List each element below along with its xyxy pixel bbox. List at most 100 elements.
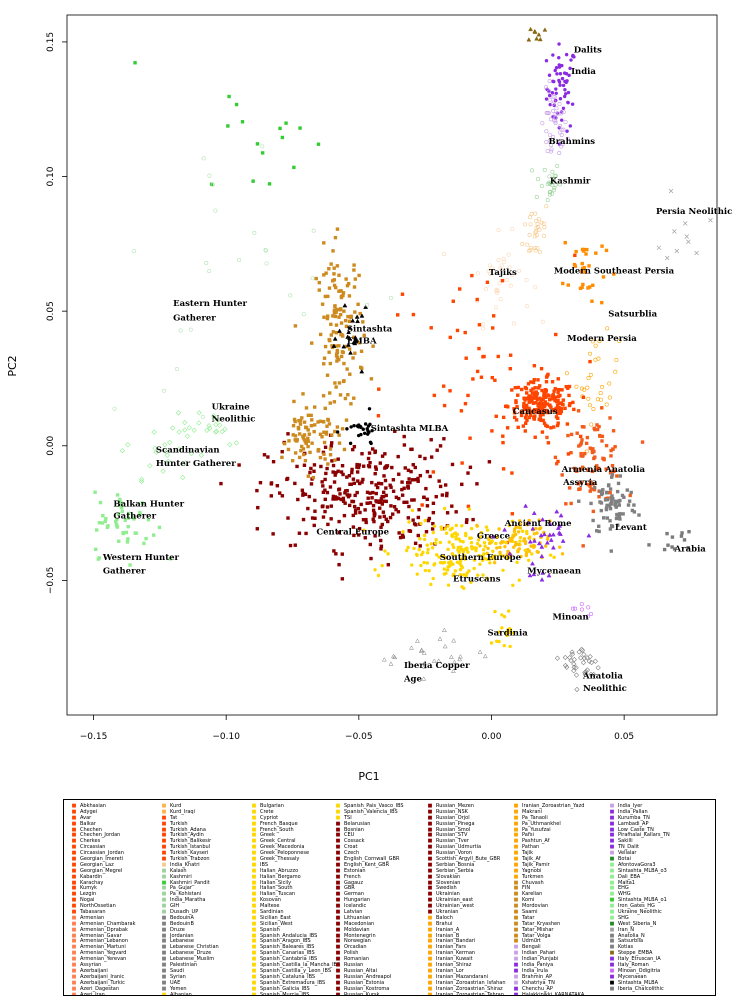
legend-label: Spanish_Cataluna_IBS — [260, 973, 316, 980]
legend-symbol: ■ — [427, 891, 433, 898]
cluster-label: Levant — [615, 523, 647, 533]
data-point — [514, 525, 518, 529]
data-point — [325, 314, 330, 318]
cluster-label: EMBA — [347, 336, 377, 346]
data-point — [320, 480, 324, 484]
legend-item: ■ Scottish_Argyll_Bute_GBR — [426, 856, 506, 863]
legend-item: ■ Pa_Yusufzai — [512, 827, 584, 834]
data-point — [616, 481, 621, 486]
data-point — [434, 494, 438, 499]
legend-symbol: ■ — [251, 938, 257, 945]
legend-symbol: ■ — [71, 850, 77, 857]
data-point — [481, 548, 486, 552]
data-point — [446, 565, 450, 569]
data-point — [483, 544, 487, 548]
legend-label: Brahui — [436, 920, 453, 927]
data-point — [345, 475, 349, 479]
legend-item: ■ Bulgarian — [250, 803, 340, 810]
data-point — [487, 557, 492, 561]
data-point — [556, 388, 561, 392]
data-point — [476, 538, 481, 542]
data-point — [544, 423, 548, 428]
legend-label: FIN — [522, 885, 531, 892]
data-point — [501, 415, 506, 420]
data-point — [601, 488, 605, 492]
data-point — [531, 380, 536, 385]
data-point — [593, 427, 597, 432]
legend-symbol: ■ — [71, 897, 77, 904]
legend-item: ■ CEU — [334, 833, 404, 839]
legend-label: Kurumba_TN — [618, 814, 650, 821]
data-point — [293, 481, 297, 486]
data-point — [356, 533, 361, 537]
legend-item: ■ Armenian_Lebanon — [70, 939, 135, 945]
data-point — [389, 504, 393, 508]
data-point — [406, 545, 410, 550]
legend-symbol: ■ — [71, 956, 77, 963]
data-point — [505, 633, 509, 638]
data-point — [373, 471, 377, 476]
legend-label: Tat — [170, 814, 178, 821]
data-point — [566, 386, 570, 390]
legend-label: Syrian — [170, 973, 186, 980]
data-point — [432, 524, 437, 528]
legend-item: ■ Chenchu_AP — [512, 986, 584, 993]
legend-label: Sintashta_MLBA_o3 — [618, 867, 667, 874]
data-point — [332, 272, 336, 276]
data-point — [511, 583, 515, 588]
data-point — [534, 526, 538, 531]
data-point — [348, 441, 353, 446]
data-point — [384, 465, 389, 469]
data-point — [352, 533, 356, 538]
data-point — [597, 339, 602, 344]
data-point — [374, 499, 378, 503]
data-point — [419, 563, 423, 568]
data-point — [341, 344, 347, 349]
data-point — [380, 502, 384, 506]
data-point — [300, 416, 304, 420]
data-point — [191, 427, 197, 433]
data-point — [686, 239, 691, 245]
data-point — [323, 344, 328, 349]
data-point — [534, 401, 538, 405]
data-point — [364, 517, 368, 522]
data-point — [200, 414, 205, 419]
legend-symbol: ■ — [71, 844, 77, 851]
data-point — [310, 276, 315, 281]
data-point — [598, 489, 603, 494]
data-point — [368, 460, 372, 465]
data-point — [547, 73, 552, 77]
data-point — [321, 420, 326, 424]
data-point — [561, 281, 565, 286]
data-point — [353, 351, 357, 355]
data-point — [386, 552, 390, 556]
data-point — [397, 531, 401, 535]
legend-symbol: ■ — [513, 903, 519, 910]
data-point — [207, 425, 213, 431]
data-point — [587, 654, 593, 660]
legend-symbol: ■ — [513, 873, 519, 880]
data-point — [119, 500, 123, 504]
data-point — [531, 510, 537, 515]
data-point — [277, 491, 282, 495]
data-point — [310, 341, 314, 345]
data-point — [329, 441, 334, 445]
data-point — [682, 538, 687, 542]
data-point — [292, 417, 297, 422]
legend-label: Armenian_Yegvard — [80, 950, 127, 957]
data-point — [322, 356, 327, 360]
cluster-label: India — [571, 67, 596, 77]
data-point — [344, 277, 348, 281]
data-point — [388, 295, 393, 300]
legend-label: Crete — [260, 808, 274, 815]
data-point — [367, 407, 372, 411]
data-point — [351, 356, 355, 360]
legend-item: ■ Sicilian_West — [250, 921, 340, 928]
data-point — [381, 657, 387, 662]
data-point — [410, 508, 415, 513]
data-point — [507, 523, 512, 528]
legend-column: ■ Kurd ■ Kurd_Iraqi ■ Tat ■ Turkish ■ Turkish_Ada… — [160, 803, 219, 995]
data-point — [625, 488, 630, 492]
data-point — [503, 404, 508, 409]
data-point — [369, 556, 373, 561]
